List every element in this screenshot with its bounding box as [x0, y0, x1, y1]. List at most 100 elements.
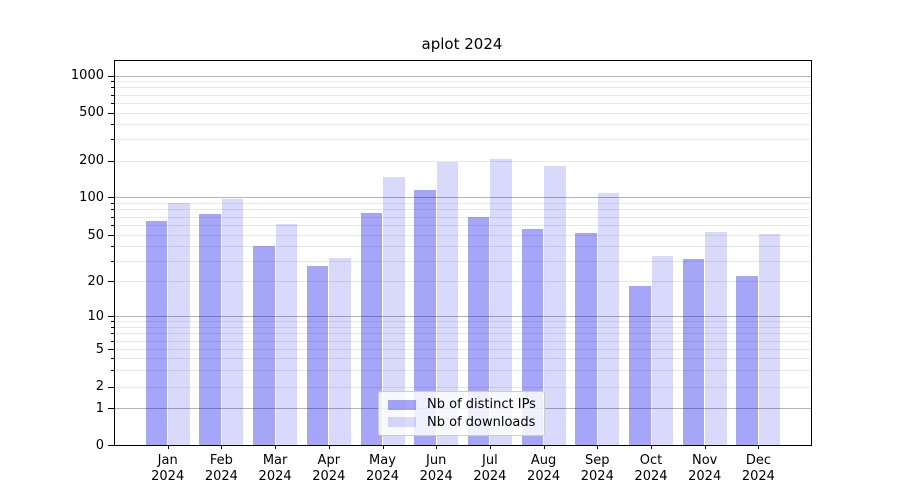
y-grid-line-major [115, 75, 811, 77]
y-grid-line-minor [115, 340, 811, 342]
y-grid-line-minor [115, 94, 811, 96]
y-tick-label: 200 [79, 153, 104, 168]
bar-distinct-ips-sep [575, 233, 597, 445]
bar-downloads-jan [168, 202, 190, 445]
y-tick-mark-minor [111, 102, 115, 104]
y-tick-mark-minor [111, 370, 115, 372]
bar-distinct-ips-nov [682, 259, 705, 445]
bar-distinct-ips-dec [736, 276, 758, 445]
x-tick-mark [382, 445, 384, 449]
x-tick-mark [651, 445, 652, 449]
y-grid-line-minor [115, 102, 811, 104]
bar-downloads-jun [436, 161, 459, 445]
x-tick-mark [275, 445, 277, 449]
bar-downloads-sep [597, 192, 620, 445]
x-tick-mark [436, 445, 438, 449]
y-grid-line-minor [115, 246, 811, 248]
y-grid-line-minor [115, 139, 811, 141]
y-tick-mark-minor [111, 349, 115, 351]
chart-title: aplot 2024 [421, 35, 503, 53]
x-tick-label-jul: Jul 2024 [473, 453, 507, 484]
y-tick-mark-minor [111, 358, 115, 360]
x-tick-label-sep: Sep 2024 [580, 453, 614, 484]
y-grid-line-minor [115, 235, 811, 237]
y-tick-label: 10 [87, 308, 104, 324]
bar-downloads-apr [329, 257, 351, 445]
y-grid-line-minor [115, 326, 811, 328]
y-tick-mark-minor [111, 81, 115, 83]
bar-distinct-ips-oct [629, 286, 651, 445]
bar-distinct-ips-apr [306, 266, 329, 445]
y-grid-line-minor [115, 321, 811, 323]
x-tick-mark [704, 445, 706, 449]
y-tick-mark-minor [111, 202, 115, 204]
x-tick-label-dec: Dec 2024 [741, 453, 775, 484]
x-tick-label-feb: Feb 2024 [204, 453, 238, 484]
bar-distinct-ips-mar [253, 246, 275, 445]
y-grid-line-minor [115, 87, 811, 89]
y-grid-line-minor [115, 225, 811, 227]
y-tick-mark-minor [111, 216, 115, 218]
y-grid-line-minor [115, 333, 811, 335]
y-tick-mark-minor [111, 160, 115, 162]
y-tick-mark-minor [111, 246, 115, 248]
bar-downloads-nov [705, 232, 727, 445]
bar-distinct-ips-feb [199, 213, 221, 445]
y-grid-line-minor [115, 281, 811, 282]
y-tick-mark-minor [111, 139, 115, 141]
x-tick-mark [758, 445, 760, 449]
bar-downloads-oct [651, 256, 673, 445]
legend-item-downloads: Nb of downloads [388, 415, 535, 430]
y-tick-mark-minor [111, 333, 115, 335]
y-grid-line-minor [115, 349, 811, 351]
y-tick-mark-minor [111, 321, 115, 323]
bar-distinct-ips-jul [467, 216, 490, 445]
legend-label-downloads: Nb of downloads [427, 414, 536, 430]
y-tick-label: 20 [87, 273, 104, 289]
legend-item-distinct-ips: Nb of distinct IPs [388, 397, 536, 413]
y-tick-mark [108, 408, 115, 410]
x-tick-label-mar: Mar 2024 [258, 453, 292, 484]
bar-downloads-mar [275, 224, 298, 445]
y-grid-line-minor [115, 358, 811, 360]
y-tick-label: 1000 [70, 68, 104, 83]
y-tick-mark-minor [111, 235, 115, 237]
legend: Nb of distinct IPs Nb of downloads [378, 391, 545, 436]
y-grid-line-major [115, 197, 811, 198]
y-grid-line-minor [115, 370, 811, 372]
x-tick-mark [543, 445, 545, 449]
x-tick-label-oct: Oct 2024 [634, 453, 668, 484]
y-tick-mark-minor [111, 260, 115, 262]
y-tick-mark [108, 316, 115, 318]
bar-distinct-ips-jan [145, 220, 168, 445]
y-tick-mark-minor [111, 124, 115, 126]
y-tick-label: 0 [95, 437, 104, 453]
bar-distinct-ips-may [360, 212, 382, 445]
legend-label-distinct-ips: Nb of distinct IPs [427, 397, 536, 413]
bar-downloads-feb [221, 198, 244, 445]
x-tick-mark [328, 445, 330, 449]
bar-downloads-dec [758, 234, 781, 445]
y-grid-line-minor [115, 216, 811, 218]
y-grid-line-minor [115, 112, 811, 114]
x-tick-mark [167, 445, 169, 449]
x-tick-label-jan: Jan 2024 [151, 453, 185, 484]
y-grid-line-minor [115, 124, 811, 126]
y-grid-line-minor [115, 202, 811, 204]
y-tick-mark-minor [111, 87, 115, 89]
y-tick-label: 500 [79, 105, 104, 121]
legend-swatch-distinct-ips-icon [388, 399, 416, 410]
x-tick-mark [597, 445, 599, 449]
x-tick-label-nov: Nov 2024 [688, 453, 722, 484]
plot-area: 0 1 2 5 10 20 50 100 200 500 1000 Jan 2024 Feb 2024… [71, 60, 812, 484]
x-tick-mark [489, 445, 491, 449]
y-grid-line-minor [115, 260, 811, 262]
y-tick-mark-minor [111, 281, 115, 282]
y-tick-label: 100 [79, 189, 104, 205]
bar-downloads-may [383, 177, 405, 445]
y-grid-line-minor [115, 160, 811, 162]
y-grid-line-minor [115, 386, 811, 388]
bar-downloads-aug [544, 166, 566, 445]
y-tick-mark [108, 197, 115, 198]
y-tick-label: 5 [95, 341, 104, 357]
